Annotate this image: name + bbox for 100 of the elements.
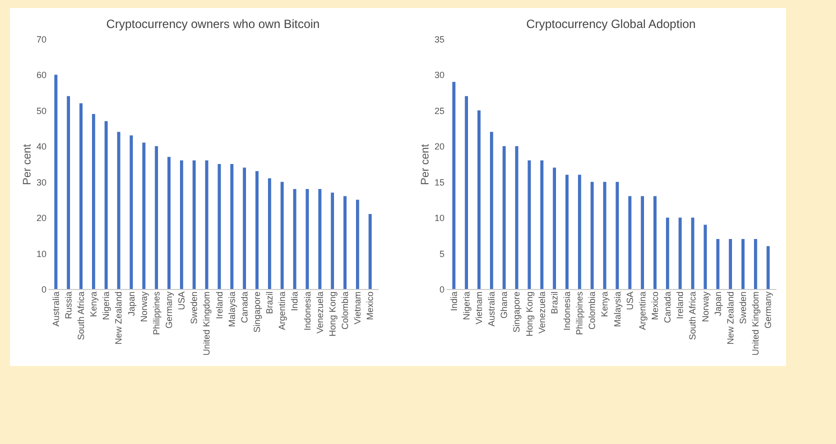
x-tick-label: Argentina (637, 292, 648, 330)
x-tick-label: Vietnam (474, 292, 484, 324)
y-tick-label: 35 (434, 34, 444, 44)
x-tick-label: Ghana (499, 292, 510, 319)
bar (653, 196, 657, 289)
x-tick-label: Ireland (214, 292, 224, 320)
x-tick-label: Norway (700, 291, 710, 322)
x-tick-label: Ireland (675, 292, 686, 320)
y-tick-label: 40 (36, 142, 46, 152)
bar (293, 189, 296, 289)
x-tick-label: Mexico (365, 292, 376, 320)
x-tick-label: Brazil (549, 292, 560, 314)
chart-title: Cryptocurrency owners who own Bitcoin (106, 17, 320, 31)
chart-title: Cryptocurrency Global Adoption (526, 17, 696, 31)
x-tick-label: Argentina (277, 292, 288, 330)
x-tick-label: Malaysia (226, 292, 237, 328)
x-tick-label: Australia (50, 292, 61, 327)
bar (66, 96, 70, 289)
y-tick-label: 0 (41, 284, 46, 294)
bar (502, 146, 506, 289)
y-tick-label: 10 (434, 213, 444, 224)
x-tick-label: Mexico (650, 292, 660, 320)
bar (306, 189, 309, 289)
x-tick-label: Brazil (264, 292, 275, 314)
bar (230, 164, 234, 289)
bar (268, 178, 272, 289)
y-tick-label: 60 (36, 70, 46, 80)
y-tick-label: 20 (36, 213, 46, 224)
bar (180, 160, 184, 289)
bar (218, 164, 221, 289)
x-tick-label: Germany (164, 291, 174, 329)
bar (255, 171, 259, 289)
y-tick-label: 25 (434, 106, 444, 116)
bar (318, 189, 322, 289)
bar (192, 160, 196, 289)
x-tick-label: Australia (486, 292, 497, 327)
x-tick-label: Singapore (252, 292, 262, 333)
x-tick-label: Canada (662, 292, 673, 324)
y-tick-label: 0 (439, 284, 444, 294)
x-tick-label: Indonesia (562, 292, 572, 331)
x-tick-label: Philippines (574, 291, 585, 336)
bar (666, 218, 670, 289)
x-tick-label: Venezuela (536, 292, 547, 334)
x-tick-label: United Kingdom (750, 292, 761, 356)
bar (54, 74, 58, 289)
bar (766, 246, 770, 289)
bar (464, 96, 468, 289)
x-tick-label: Colombia (340, 292, 350, 330)
bar (356, 200, 360, 289)
x-tick-label: Kenya (600, 292, 610, 318)
x-tick-label: South Africa (76, 292, 86, 340)
x-tick-label: United Kingdom (202, 292, 212, 356)
x-tick-label: Sweden (189, 292, 200, 324)
x-tick-label: Kenya (88, 292, 99, 318)
bar (242, 168, 246, 289)
x-tick-label: Hong Kong (524, 292, 534, 337)
y-tick-label: 30 (36, 177, 46, 188)
bar (117, 132, 120, 289)
x-tick-label: Russia (63, 292, 74, 320)
bar (477, 110, 481, 289)
x-tick-label: Venezuela (314, 292, 325, 334)
y-tick-label: 30 (434, 70, 444, 80)
bar (616, 182, 619, 289)
x-tick-label: South Africa (688, 292, 698, 340)
x-tick-label: New Zealand (725, 292, 736, 345)
bar (167, 156, 171, 289)
x-tick-label: USA (176, 292, 187, 310)
bar (130, 135, 133, 289)
bar (578, 174, 582, 289)
bar (754, 239, 758, 289)
y-tick-label: 50 (36, 106, 46, 116)
bar (92, 114, 96, 289)
x-tick-label: Sweden (738, 292, 748, 324)
bar (728, 239, 732, 289)
bar (280, 182, 284, 289)
bar (540, 160, 544, 289)
x-tick-label: New Zealand (114, 292, 124, 345)
bar (678, 218, 682, 289)
y-tick-label: 70 (36, 34, 46, 44)
bar (628, 196, 632, 289)
bar (741, 239, 745, 289)
bar (691, 218, 694, 289)
bar (552, 168, 556, 289)
bar (528, 160, 531, 289)
y-tick-label: 5 (439, 248, 444, 259)
x-tick-label: Indonesia (302, 292, 312, 331)
x-tick-label: India (448, 292, 459, 312)
bar (640, 196, 644, 289)
y-axis-title: Per cent (21, 144, 34, 185)
x-tick-label: Colombia (587, 292, 598, 330)
x-tick-label: Singapore (512, 292, 522, 333)
bar (716, 239, 720, 289)
x-tick-label: Canada (239, 292, 250, 324)
x-tick-label: Norway (138, 291, 149, 322)
bar (603, 182, 606, 289)
bar (343, 196, 347, 289)
bar (205, 160, 208, 289)
bar (704, 224, 707, 289)
bar (490, 132, 494, 289)
x-tick-label: Japan (126, 292, 136, 316)
